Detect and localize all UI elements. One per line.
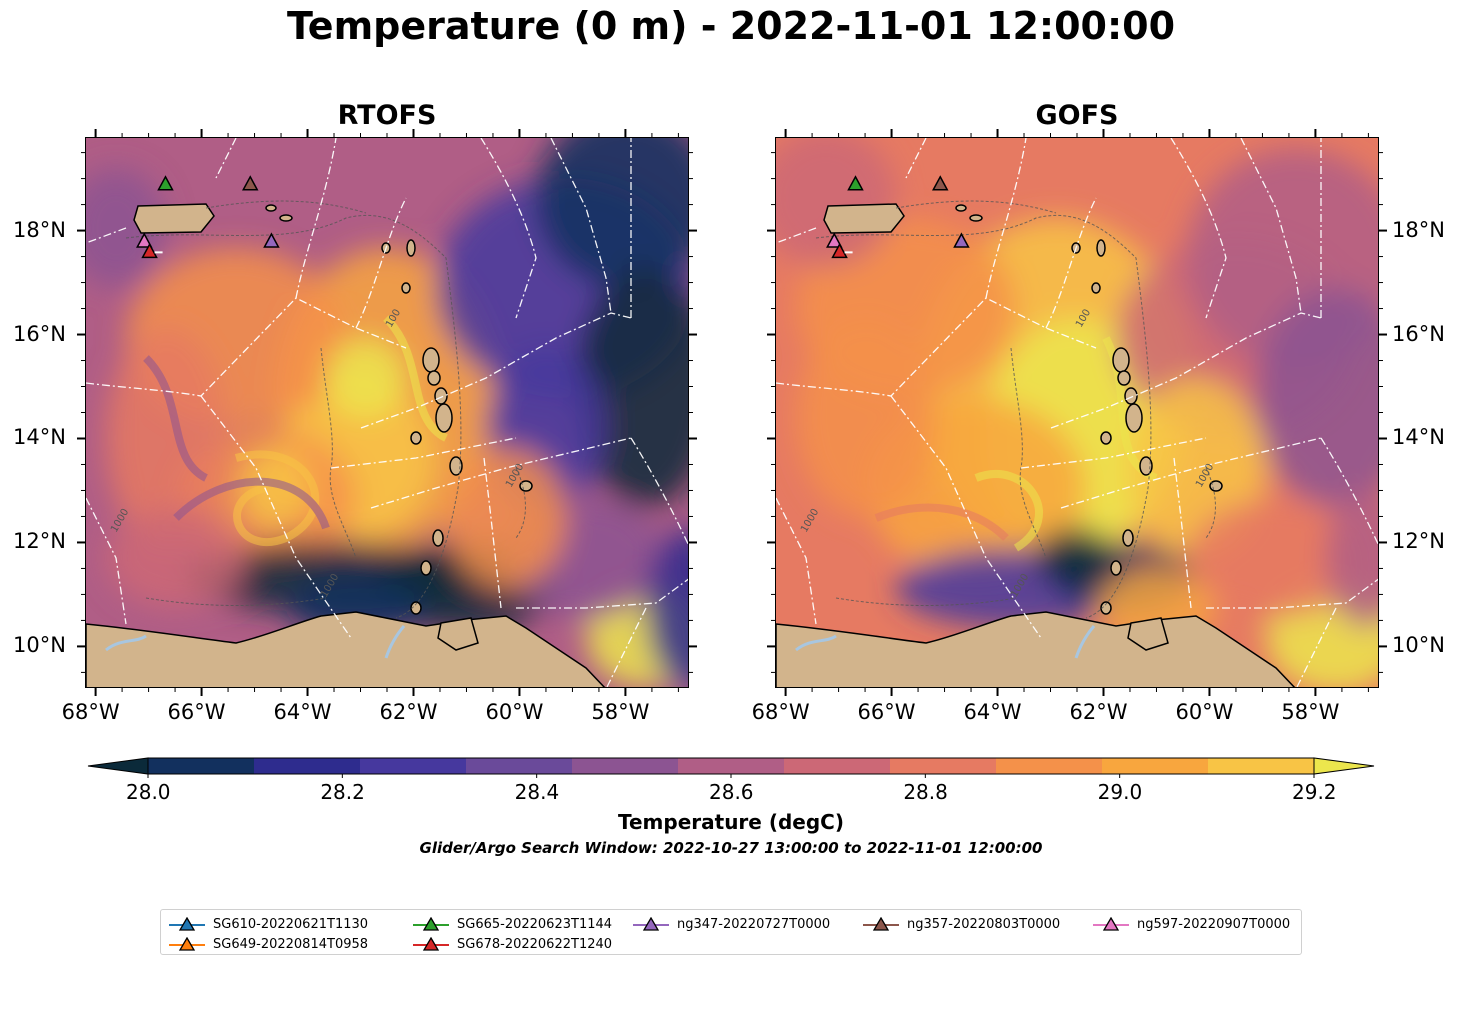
lat-tick-label: 16°N — [13, 321, 66, 346]
lon-tick-label: 66°W — [857, 700, 916, 724]
legend-marker-icon — [863, 917, 899, 931]
lon-tick-label: 64°W — [963, 700, 1022, 724]
lat-tick-label: 18°N — [1392, 217, 1445, 242]
lat-tick-label: 12°N — [13, 529, 66, 554]
legend-marker-icon — [1093, 917, 1129, 931]
lon-tick-label: 68°W — [751, 700, 810, 724]
colorbar-tick-label: 28.0 — [126, 780, 171, 804]
colorbar-bin — [890, 758, 997, 774]
legend-label: SG665-20220623T1144 — [457, 917, 613, 932]
panel-title-gofs: GOFS — [1035, 100, 1119, 131]
colorbar-bin — [1208, 758, 1315, 774]
lon-tick-label: 60°W — [485, 700, 544, 724]
lon-tick-label: 62°W — [1069, 700, 1128, 724]
glider-marker-ng597-20220907t0000[interactable] — [136, 232, 153, 248]
search-window-text: Glider/Argo Search Window: 2022-10-27 13… — [419, 839, 1043, 857]
legend-marker-icon — [169, 917, 205, 931]
legend-label: ng597-20220907T0000 — [1137, 917, 1291, 932]
lon-tick-label: 66°W — [167, 700, 226, 724]
glider-marker-sg678-20220622t1240[interactable] — [831, 242, 848, 259]
glider-marker-ng357-20220803t0000[interactable] — [931, 175, 949, 191]
lat-tick-label: 16°N — [1392, 321, 1445, 346]
lat-tick-label: 12°N — [1392, 529, 1445, 554]
colorbar-bin — [996, 758, 1103, 774]
legend-marker-icon — [169, 937, 205, 951]
colorbar-tick-label: 28.2 — [320, 780, 365, 804]
map-panel-rtofs[interactable]: 1000 1000 1000 100 — [85, 137, 689, 688]
colorbar-bin — [784, 758, 891, 774]
colorbar-bin — [254, 758, 361, 774]
colorbar-bin — [148, 758, 255, 774]
legend-label: SG678-20220622T1240 — [457, 937, 613, 952]
colorbar-bin — [360, 758, 467, 774]
figure-title: Temperature (0 m) - 2022-11-01 12:00:00 — [286, 4, 1176, 48]
colorbar-tick-label: 29.2 — [1292, 780, 1337, 804]
legend-label: ng357-20220803T0000 — [907, 917, 1061, 932]
colorbar-bin — [572, 758, 679, 774]
lat-tick-label: 10°N — [1392, 633, 1445, 658]
lat-tick-label: 14°N — [1392, 425, 1445, 450]
colorbar-tick-label: 29.0 — [1097, 780, 1143, 804]
legend-marker-icon — [633, 917, 669, 931]
glider-marker-ng357-20220803t0000[interactable] — [241, 175, 259, 191]
glider-marker-sg678-20220622t1240[interactable] — [141, 242, 158, 259]
lat-tick-label: 18°N — [13, 217, 66, 242]
legend-marker-icon — [413, 917, 449, 931]
lon-tick-label: 62°W — [379, 700, 438, 724]
colorbar — [87, 757, 1375, 778]
glider-marker-sg665-20220623t1144[interactable] — [157, 175, 174, 191]
colorbar-bin — [1102, 758, 1209, 774]
lon-tick-label: 64°W — [273, 700, 332, 724]
lon-tick-label: 58°W — [1281, 700, 1340, 724]
glider-marker-ng597-20220907t0000[interactable] — [826, 232, 843, 248]
lon-tick-label: 68°W — [61, 700, 120, 724]
lat-tick-label: 14°N — [13, 425, 66, 450]
colorbar-tick-label: 28.4 — [514, 780, 560, 804]
lon-tick-label: 58°W — [591, 700, 650, 724]
colorbar-tick-label: 28.6 — [709, 780, 754, 804]
legend-label: SG610-20220621T1130 — [213, 917, 369, 932]
legend-label: SG649-20220814T0958 — [213, 937, 369, 952]
colorbar-bin — [678, 758, 785, 774]
glider-marker-ng347-20220727t0000[interactable] — [263, 232, 280, 248]
lat-tick-label: 10°N — [13, 633, 66, 658]
colorbar-bin — [466, 758, 573, 774]
glider-marker-sg665-20220623t1144[interactable] — [847, 175, 864, 191]
legend-label: ng347-20220727T0000 — [677, 917, 831, 932]
glider-legend: SG610-20220621T1130 SG649-20220814T0958 SG… — [160, 909, 1302, 955]
panel-title-rtofs: RTOFS — [337, 100, 437, 131]
glider-marker-ng347-20220727t0000[interactable] — [953, 232, 970, 248]
legend-marker-icon — [413, 937, 449, 951]
map-panel-gofs[interactable]: 1000 1000 1000 100 — [775, 137, 1379, 688]
lon-tick-label: 60°W — [1175, 700, 1234, 724]
colorbar-title: Temperature (degC) — [618, 810, 844, 834]
colorbar-tick-label: 28.8 — [903, 780, 948, 804]
